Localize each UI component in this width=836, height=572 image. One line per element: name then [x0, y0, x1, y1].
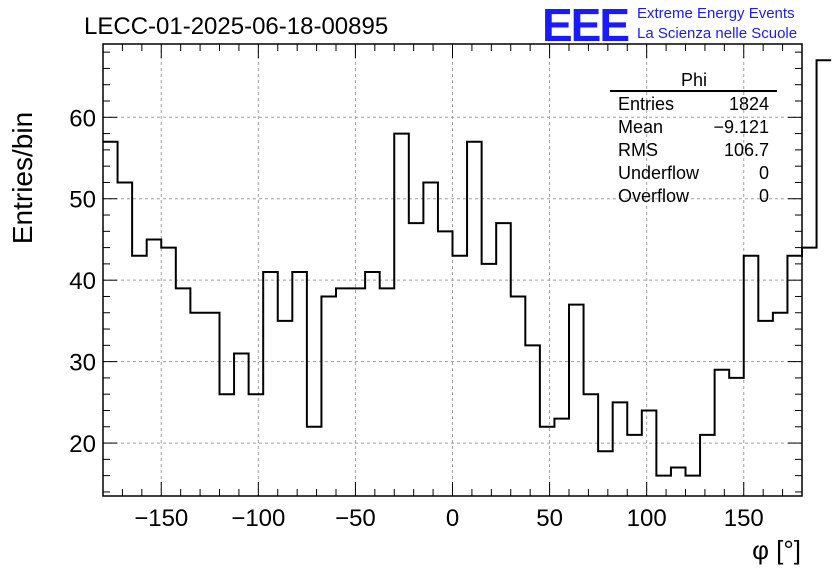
- logo-line-1: Extreme Energy Events: [637, 5, 795, 22]
- x-tick-label: −100: [231, 505, 285, 532]
- logo-caption: Extreme Energy Events La Scienza nelle S…: [637, 4, 797, 44]
- y-tick-label: 60: [69, 105, 96, 132]
- stats-label: Entries: [618, 94, 674, 114]
- x-tick-label: −50: [335, 505, 376, 532]
- stats-value: 106.7: [724, 140, 769, 160]
- y-tick-label: 50: [69, 187, 96, 214]
- stats-box: Phi Entries 1824 Mean −9.121 RMS 106.7 Underfl…: [610, 70, 777, 206]
- stats-label: RMS: [618, 140, 658, 160]
- stats-label: Underflow: [618, 163, 700, 183]
- stats-value: 0: [759, 163, 769, 183]
- stats-label: Overflow: [618, 186, 690, 206]
- x-tick-label: 50: [536, 505, 563, 532]
- stats-name: Phi: [681, 70, 707, 90]
- tick-labels: −150 −100 −50 0 50 100 150 20 30 40 50 60: [69, 105, 763, 532]
- y-tick-label: 30: [69, 350, 96, 377]
- x-tick-label: 0: [446, 505, 459, 532]
- y-tick-label: 40: [69, 268, 96, 295]
- eee-logo: EEE: [542, 0, 630, 51]
- stats-value: 1824: [729, 94, 769, 114]
- y-tick-label: 20: [69, 431, 96, 458]
- axis-ticks: [102, 44, 803, 496]
- x-axis-label: φ [°]: [752, 535, 801, 565]
- stats-label: Mean: [618, 117, 663, 137]
- chart-title: LECC-01-2025-06-18-00895: [84, 13, 388, 40]
- logo-line-2: La Scienza nelle Scuole: [637, 25, 798, 42]
- histogram-line: [103, 59, 832, 477]
- grid-lines: [103, 44, 802, 496]
- stats-value: −9.121: [713, 117, 769, 137]
- x-tick-label: −150: [134, 505, 188, 532]
- x-tick-label: 150: [724, 505, 764, 532]
- y-axis-label: Entries/bin: [7, 112, 38, 244]
- stats-value: 0: [759, 186, 769, 206]
- x-tick-label: 100: [627, 505, 667, 532]
